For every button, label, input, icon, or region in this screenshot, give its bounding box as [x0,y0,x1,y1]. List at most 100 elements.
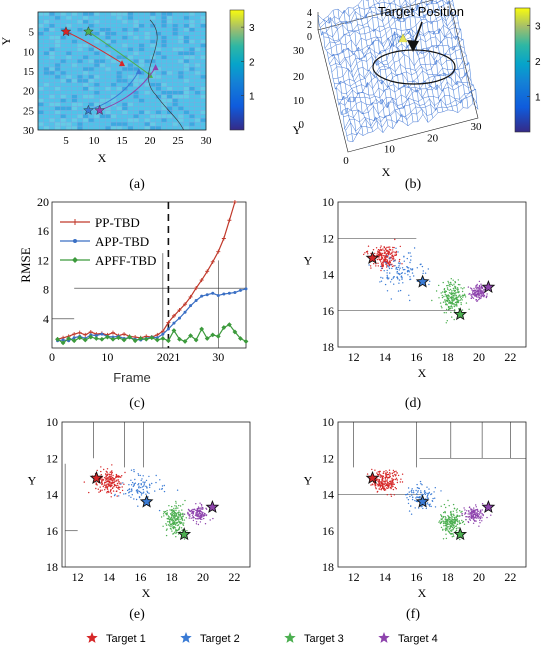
scatter-point [175,519,177,522]
heatmap-cell [127,74,134,80]
heatmap-cell [122,63,128,68]
scatter-point [458,521,460,523]
scatter-point [479,522,481,524]
scatter-point [137,484,139,486]
scatter-point [392,255,394,257]
scatter-point [162,525,164,527]
scatter-point [197,514,199,517]
scatter-point [384,489,387,491]
scatter-point [393,260,395,262]
y-axis-label: RMSE [18,247,33,282]
scatter-point [479,509,482,511]
heatmap-cell [94,31,100,36]
heatmap-cell [172,47,179,52]
scatter-point [192,516,194,518]
scatter-point [454,287,456,289]
y-tick-label: 14 [46,488,58,502]
heatmap-cell [200,43,207,48]
scatter-point [449,519,451,521]
heatmap-cell [105,39,111,44]
scatter-point [177,507,179,509]
y-tick-label: 10 [322,415,334,429]
scatter-point [391,267,393,270]
scatter-point [457,515,459,517]
scatter-point [396,266,398,269]
scatter-point [400,276,402,278]
heatmap-cell [54,122,61,127]
scatter-point [105,477,107,479]
scatter-point [111,483,113,485]
scatter-point [426,492,428,495]
heatmap-cell [166,106,173,111]
scatter-point [170,513,172,515]
scatter-point [461,309,464,311]
scatter-point [476,294,478,296]
heatmap-cell [43,67,50,72]
heatmap-cell [150,122,156,127]
scatter-point [453,514,455,517]
scatter-point [445,533,447,535]
data-point [138,336,144,341]
y-tick-label: 18 [322,560,334,574]
scatter-point [203,514,205,516]
scatter-point [392,482,394,484]
heatmap-cell [144,118,151,123]
scatter-point [480,292,482,295]
scatter-point [367,245,370,247]
heatmap-cell [189,86,195,91]
scatter-point [485,296,488,299]
scatter-point [482,291,485,293]
scatter-point [471,514,473,516]
scatter-point [181,509,183,511]
heatmap-cell [54,74,61,80]
data-point [61,338,65,342]
scatter-point [377,485,380,487]
scatter-point [386,476,388,479]
scatter-point [386,471,389,473]
scatter-point [163,515,165,517]
scatter-point [479,293,481,295]
heatmap-cell [60,59,67,64]
data-point [171,328,177,333]
heatmap-cell [200,39,207,44]
data-point [205,269,210,274]
scatter-point [172,523,175,526]
scatter-point [478,515,480,518]
legend-marker [72,219,78,225]
scatter-point [479,519,481,521]
scatter-point [126,489,129,492]
scatter-point [172,527,175,530]
scatter-point [148,492,150,494]
scatter-point [379,488,381,490]
surface-mesh-line [327,15,458,57]
heatmap-cell [82,12,89,17]
scatter-point [483,289,485,291]
scatter-point [380,261,382,263]
scatter-point [460,303,462,306]
scatter-point [419,480,422,483]
data-point [193,337,199,343]
data-point [183,310,187,314]
scatter-point [440,518,442,520]
scatter-point [397,474,400,477]
scatter-point [444,518,446,520]
scatter-point [385,262,388,264]
scatter-point [392,480,394,482]
surface-peak [398,33,408,43]
scatter-point [374,469,376,471]
scatter-point [386,255,388,257]
scatter-point [388,264,391,267]
surface-mesh-line [320,0,417,28]
scatter-point [452,513,455,515]
y-tick-label: 8 [43,283,49,297]
heatmap-cell [49,51,55,56]
scatter-point [440,490,442,492]
data-point [93,336,99,341]
scatter-point [442,301,445,303]
scatter-point [448,284,451,286]
scatter-point [444,301,446,303]
heatmap-cell [88,67,95,72]
scatter-point [451,521,453,523]
scatter-point [413,275,415,277]
data-point [82,337,88,343]
